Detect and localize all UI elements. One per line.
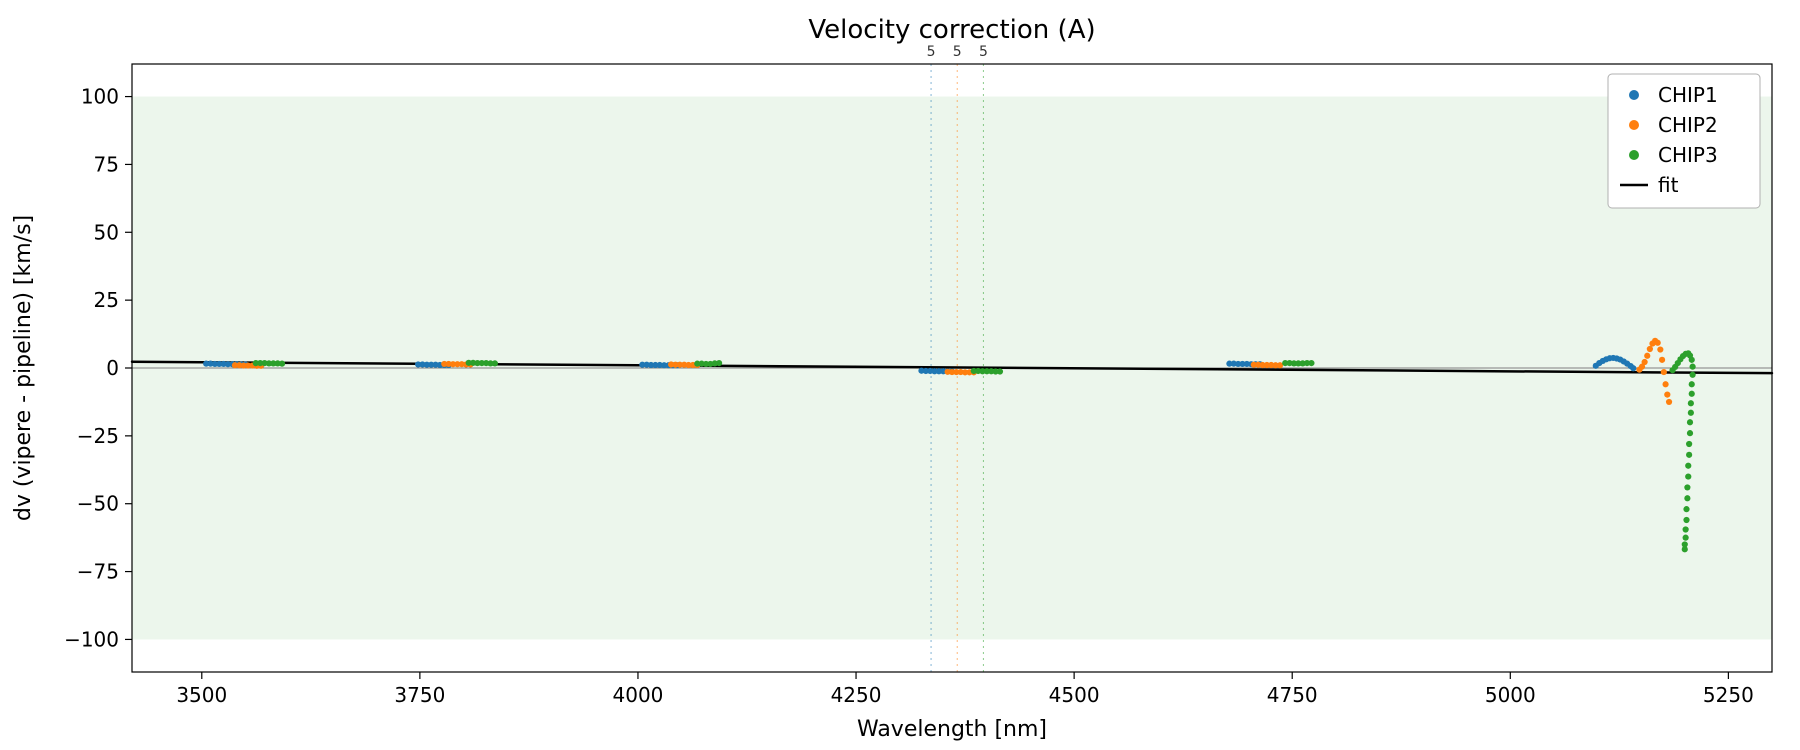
y-tick-label: 100 [81, 85, 119, 109]
x-axis-ticks: 3500 3750 4000 4250 4500 4750 5000 5250 [176, 672, 1754, 707]
x-axis-label: Wavelength [nm] [857, 717, 1047, 742]
vline-label-2: 5 [979, 44, 988, 60]
legend: CHIP1 CHIP2 CHIP3 fit [1607, 73, 1761, 209]
y-axis-ticks: −100 −75 −50 −25 0 25 50 75 100 [64, 85, 132, 651]
vlines-group: 5 5 5 [927, 44, 988, 672]
vline-label-1: 5 [953, 44, 962, 60]
y-tick-label: 75 [94, 152, 119, 176]
legend-label-fit: fit [1658, 173, 1679, 197]
x-tick-label: 4250 [831, 683, 882, 707]
legend-label-CHIP2: CHIP2 [1658, 113, 1718, 137]
y-tick-label: −100 [64, 627, 119, 651]
vline-label-0: 5 [927, 44, 936, 60]
x-tick-label: 3750 [394, 683, 445, 707]
chart-title: Velocity correction (A) [808, 15, 1095, 45]
legend-label-CHIP3: CHIP3 [1658, 143, 1718, 167]
x-tick-label: 5000 [1485, 683, 1536, 707]
y-tick-label: −50 [77, 492, 119, 516]
legend-label-CHIP1: CHIP1 [1658, 83, 1718, 107]
y-tick-label: −75 [77, 560, 119, 584]
x-tick-label: 4000 [613, 683, 664, 707]
x-tick-label: 3500 [176, 683, 227, 707]
y-tick-label: 25 [94, 288, 119, 312]
x-tick-label: 4750 [1267, 683, 1318, 707]
legend-marker-CHIP1 [1629, 90, 1639, 100]
x-tick-label: 5250 [1703, 683, 1754, 707]
y-tick-label: 50 [94, 220, 119, 244]
y-tick-label: −25 [77, 424, 119, 448]
y-tick-label: 0 [106, 356, 119, 380]
series-CHIP3 [252, 350, 1696, 553]
x-tick-label: 4500 [1049, 683, 1100, 707]
legend-marker-CHIP2 [1629, 120, 1639, 130]
fit-line [130, 360, 1774, 375]
y-axis-label: dv (vipere - pipeline) [km/s] [11, 215, 36, 521]
legend-box [1607, 73, 1761, 209]
legend-marker-CHIP3 [1629, 150, 1639, 160]
